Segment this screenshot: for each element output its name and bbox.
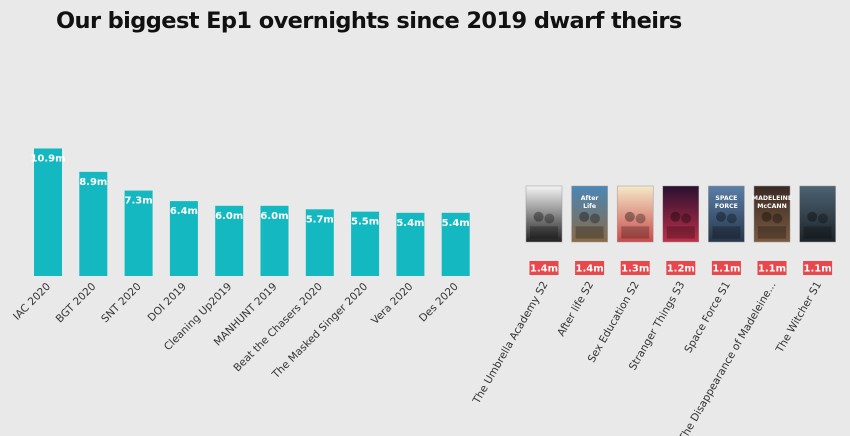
chart-title: Our biggest Ep1 overnights since 2019 dw…	[56, 8, 682, 34]
bar	[215, 205, 244, 276]
show-label: Sex Education S2	[586, 280, 642, 365]
poster-title: After	[581, 195, 600, 202]
bar-value-label: 5.4m	[442, 218, 470, 229]
value-badge-label: 1.1m	[712, 264, 740, 275]
show-label: Space Force S1	[682, 280, 733, 356]
bar-value-label: 6.0m	[260, 211, 288, 222]
bar	[441, 212, 470, 276]
show-label: After life S2	[555, 280, 596, 339]
show-poster	[799, 185, 836, 243]
value-badge-label: 1.1m	[804, 264, 832, 275]
bar	[396, 212, 425, 276]
bar-value-label: 8.9m	[79, 177, 107, 188]
category-label: Des 2020	[417, 281, 461, 325]
bar-value-label: 6.4m	[170, 206, 198, 217]
bar-value-label: 5.4m	[396, 218, 424, 229]
value-badge-label: 1.2m	[667, 264, 695, 275]
category-label: DOI 2019	[146, 281, 189, 324]
bar-value-label: 10.9m	[30, 153, 65, 164]
value-badge	[575, 261, 605, 275]
poster-title: Life	[583, 203, 596, 210]
show-poster	[525, 185, 563, 243]
poster-title: MADELEINE	[752, 195, 792, 202]
category-label: SNT 2020	[99, 281, 144, 326]
bar	[305, 209, 334, 276]
bar-chart: 10.9m IAC 2020 8.9m BGT 2020 7.3m SNT 2020 6.4…	[11, 148, 470, 382]
poster-title: FORCE	[715, 203, 738, 210]
category-label: Beat the Chasers 2020	[231, 281, 325, 375]
bar-value-label: 5.7m	[306, 214, 334, 225]
category-label: BGT 2020	[54, 281, 99, 326]
show-label: The Disappearance of Madeleine...	[676, 280, 778, 436]
value-badge	[711, 261, 741, 275]
show-poster	[616, 185, 654, 243]
bar	[124, 190, 153, 276]
value-badge	[757, 261, 787, 275]
category-label: Vera 2020	[369, 281, 415, 327]
show-poster	[662, 185, 700, 243]
bar	[260, 205, 289, 276]
bar-value-label: 6.0m	[215, 211, 243, 222]
category-label: The Masked Singer 2020	[269, 281, 370, 382]
bar	[79, 171, 108, 276]
poster-title: SPACE	[715, 195, 737, 202]
poster-title: McCANN	[757, 203, 787, 210]
value-badge	[620, 261, 650, 275]
show-label: The Witcher S1	[773, 280, 824, 356]
value-badge-label: 1.4m	[530, 264, 558, 275]
value-badge	[529, 261, 559, 275]
show-label: The Umbrella Academy S2	[470, 280, 550, 407]
value-badge	[803, 261, 833, 275]
bar	[351, 211, 380, 276]
bar-value-label: 5.5m	[351, 217, 379, 228]
value-badge-label: 1.4m	[576, 264, 604, 275]
category-label: IAC 2020	[11, 281, 53, 323]
bar	[34, 148, 62, 276]
value-badge	[666, 261, 696, 275]
bar-value-label: 7.3m	[125, 196, 153, 207]
value-badge-label: 1.3m	[621, 264, 649, 275]
bar	[169, 201, 198, 276]
value-badge-label: 1.1m	[758, 264, 786, 275]
